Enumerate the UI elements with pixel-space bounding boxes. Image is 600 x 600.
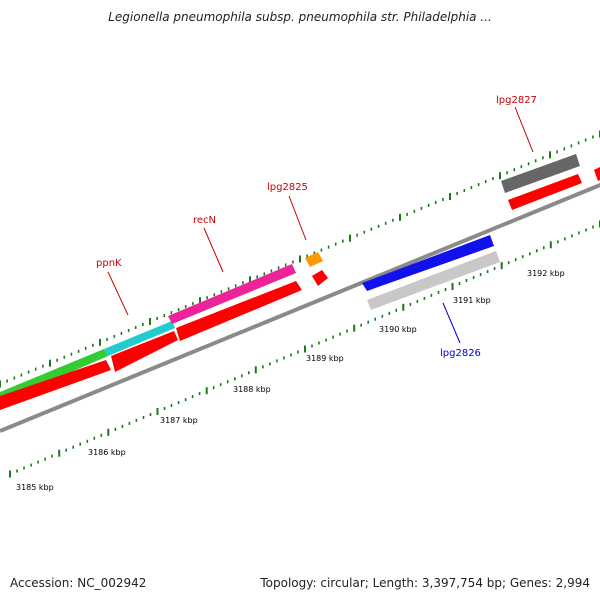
lower-tick-row: [9, 220, 600, 478]
scale-label: 3189 kbp: [306, 354, 344, 363]
genome-backbone: [0, 182, 600, 433]
genome-summary: Topology: circular; Length: 3,397,754 bp…: [260, 576, 590, 590]
leader-ppnK: [107, 271, 129, 316]
leader-lpg2825: [288, 195, 307, 241]
leader-recN: [203, 227, 224, 273]
label-ppnK: ppnK: [96, 258, 122, 269]
scale-label: 3188 kbp: [233, 385, 271, 394]
gene-lpg2826[interactable]: [362, 235, 494, 291]
upper-tick-row: [0, 130, 600, 388]
cds-lpg2826[interactable]: [367, 251, 500, 310]
leader-lpg2826: [442, 302, 461, 344]
cds-arrow-4[interactable]: [312, 270, 328, 286]
label-lpg2825: lpg2825: [267, 182, 308, 193]
label-lpg2827: lpg2827: [496, 95, 537, 106]
cds-arrow-3[interactable]: [176, 281, 302, 341]
cds-arrow-2[interactable]: [111, 331, 178, 372]
gene-cyan-segment[interactable]: [104, 321, 175, 356]
cds-arrow-5[interactable]: [508, 174, 582, 210]
gene-lpg2825[interactable]: [305, 252, 323, 267]
scale-label: 3190 kbp: [379, 325, 417, 334]
gene-recN[interactable]: [168, 264, 296, 324]
label-lpg2826: lpg2826: [440, 348, 481, 359]
scale-label: 3192 kbp: [527, 269, 565, 278]
cds-arrow-1[interactable]: [0, 360, 111, 410]
label-recN: recN: [193, 215, 216, 226]
scale-labels: 3185 kbp 3186 kbp 3187 kbp 3188 kbp 3189…: [16, 269, 565, 492]
map-title: Legionella pneumophila subsp. pneumophil…: [108, 10, 492, 24]
scale-label: 3186 kbp: [88, 448, 126, 457]
cds-arrow-6[interactable]: [594, 167, 600, 181]
scale-label: 3187 kbp: [160, 416, 198, 425]
accession-text: Accession: NC_002942: [10, 576, 147, 590]
scale-label: 3185 kbp: [16, 483, 54, 492]
gene-lpg2827[interactable]: [501, 154, 580, 193]
scale-label: 3191 kbp: [453, 296, 491, 305]
leader-lpg2827: [514, 106, 534, 153]
